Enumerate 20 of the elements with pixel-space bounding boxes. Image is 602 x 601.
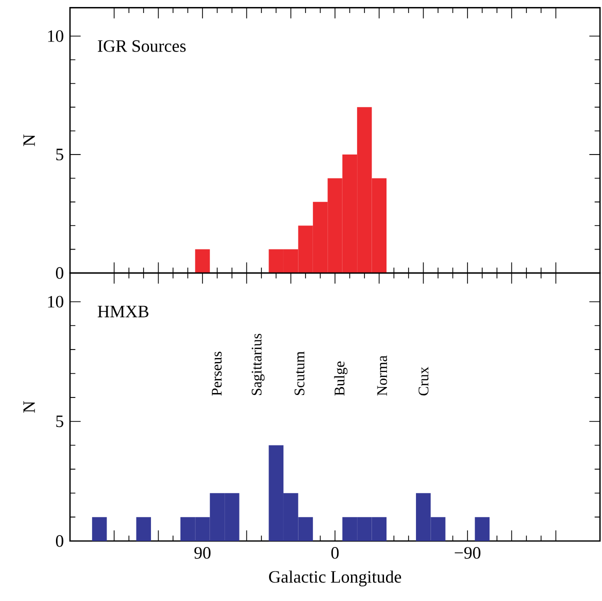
annotation: Sagittarius — [252, 334, 265, 396]
y-tick-label: 10 — [48, 30, 64, 42]
annotation: Bulge — [334, 361, 348, 396]
x-tick-label: 90 — [194, 547, 211, 559]
annotation: Norma — [377, 355, 388, 396]
y-axis-title: N — [23, 401, 35, 413]
y-tick-label: 0 — [56, 267, 64, 279]
annotation: Crux — [418, 366, 428, 396]
y-axis-title: N — [23, 134, 35, 146]
text: HMXB — [98, 306, 148, 318]
y-tick-label: 10 — [48, 296, 64, 308]
y-tick-label: 5 — [56, 416, 64, 428]
x-tick-label: −90 — [454, 547, 480, 559]
annotation: Scutum — [294, 351, 304, 396]
x-axis-title: Galactic Longitude — [269, 570, 402, 586]
y-tick-label: 0 — [56, 535, 64, 547]
text: IGR Sources — [98, 40, 186, 52]
y-tick-label: 5 — [56, 148, 64, 160]
x-tick-label: 0 — [331, 547, 339, 559]
annotation: Perseus — [212, 352, 222, 396]
